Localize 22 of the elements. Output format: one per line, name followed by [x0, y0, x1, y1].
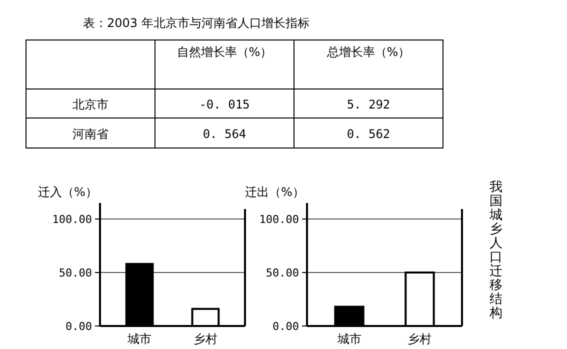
text: 5. 292 — [346, 98, 390, 112]
text: 0. 562 — [346, 127, 390, 141]
y-tick-label: 0.00 — [272, 320, 299, 333]
y-tick-label: 100.00 — [52, 213, 92, 226]
y-tick-label: 50.00 — [58, 266, 92, 280]
text: -0. 015 — [199, 98, 250, 112]
x-tick-label: 城市 — [336, 332, 362, 346]
x-tick-label: 乡村 — [193, 332, 218, 346]
category-label: 总增长率（%） — [326, 45, 410, 59]
y-tick-label: 0.00 — [66, 320, 92, 333]
x-tick-label: 城市 — [126, 332, 152, 346]
y-tick-label: 50.00 — [266, 266, 299, 280]
x-tick-label: 乡村 — [408, 332, 432, 346]
category-label: 自然增长率（%） — [176, 45, 272, 59]
text: 我国城乡人口迁移结构 — [490, 180, 502, 321]
y-axis-title: 迁入（%） — [38, 185, 98, 199]
text: 0. 564 — [202, 127, 246, 141]
category-label: 河南省 — [72, 127, 108, 141]
text: 表：2003 年北京市与河南省人口增长指标 — [83, 16, 310, 30]
y-axis-title: 迁出（%） — [245, 185, 304, 199]
category-label: 北京市 — [72, 98, 108, 112]
y-tick-label: 100.00 — [259, 213, 299, 226]
